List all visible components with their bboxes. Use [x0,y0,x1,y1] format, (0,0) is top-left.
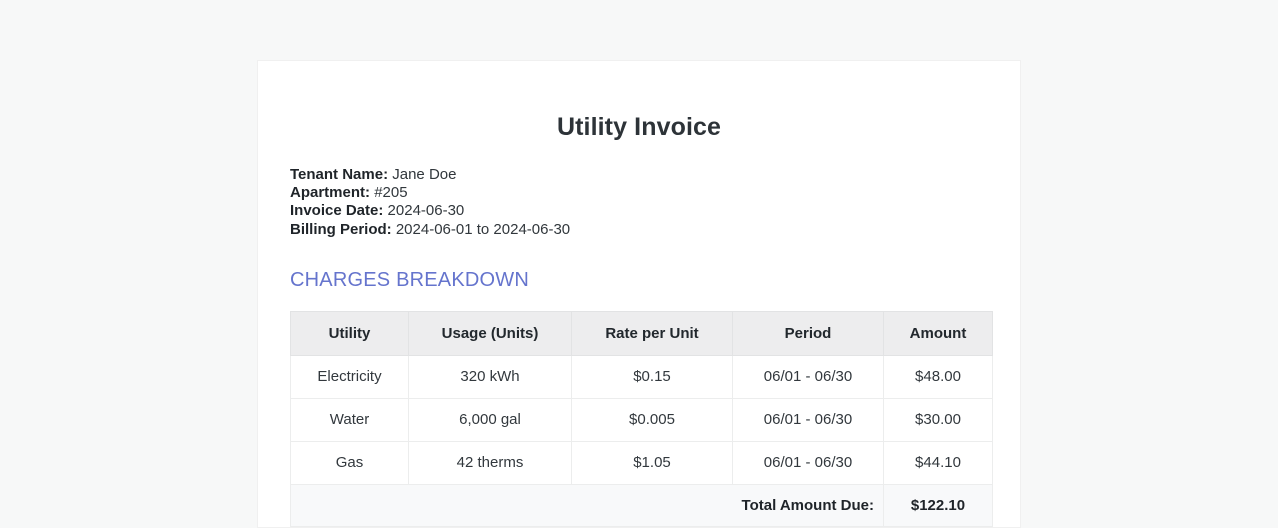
meta-row-tenant-name: Tenant Name: Jane Doe [290,166,988,184]
page-background: Utility Invoice Tenant Name: Jane Doe Ap… [257,60,1021,528]
cell-period: 06/01 - 06/30 [732,440,884,485]
meta-label-apartment: Apartment: [290,184,371,202]
cell-utility: Gas [290,440,409,485]
table-row: Gas 42 therms $1.05 06/01 - 06/30 $44.10 [290,440,993,485]
cell-rate: $0.15 [571,354,733,399]
meta-row-invoice-date: Invoice Date: 2024-06-30 [290,202,988,220]
column-header-period: Period [732,310,884,356]
meta-label-tenant-name: Tenant Name: [290,166,389,183]
cell-usage: 6,000 gal [408,397,572,442]
invoice-card: Utility Invoice Tenant Name: Jane Doe Ap… [257,60,1021,528]
charges-breakdown-table: Utility Usage (Units) Rate per Unit Peri… [290,310,993,527]
table-row: Water 6,000 gal $0.005 06/01 - 06/30 $30… [290,397,993,442]
column-header-rate-per-unit: Rate per Unit [571,310,733,356]
cell-period: 06/01 - 06/30 [732,354,884,399]
table-row: Electricity 320 kWh $0.15 06/01 - 06/30 … [290,354,993,399]
page-title: Utility Invoice [556,113,722,141]
meta-value-apartment: #205 [374,184,408,202]
meta-value-tenant-name: Jane Doe [392,166,457,183]
cell-usage: 42 therms [408,440,572,485]
table-total-row: Total Amount Due: $122.10 [290,483,993,527]
section-heading-charges-breakdown: CHARGES BREAKDOWN [290,268,529,291]
column-header-amount: Amount [883,310,993,356]
total-amount-due-label: Total Amount Due: [290,483,884,527]
meta-label-invoice-date: Invoice Date: [290,202,384,220]
column-header-utility: Utility [290,310,409,356]
meta-row-billing-period: Billing Period: 2024-06-01 to 2024-06-30 [290,221,988,239]
invoice-meta-block: Tenant Name: Jane Doe Apartment: #205 In… [290,166,988,239]
cell-period: 06/01 - 06/30 [732,397,884,442]
table-header-row: Utility Usage (Units) Rate per Unit Peri… [290,310,993,356]
meta-value-invoice-date: 2024-06-30 [387,202,465,220]
meta-label-billing-period: Billing Period: [290,220,392,238]
cell-amount: $48.00 [883,354,993,399]
cell-utility: Electricity [290,354,409,399]
total-amount-due-value: $122.10 [883,483,993,527]
cell-rate: $1.05 [571,440,733,485]
meta-row-apartment: Apartment: #205 [290,184,988,202]
meta-value-billing-period: 2024-06-01 to 2024-06-30 [395,220,571,238]
cell-rate: $0.005 [571,397,733,442]
cell-utility: Water [290,397,409,442]
cell-usage: 320 kWh [408,354,572,399]
cell-amount: $44.10 [883,440,993,485]
table-header: Utility Usage (Units) Rate per Unit Peri… [290,310,993,356]
column-header-usage: Usage (Units) [408,310,572,356]
cell-amount: $30.00 [883,397,993,442]
